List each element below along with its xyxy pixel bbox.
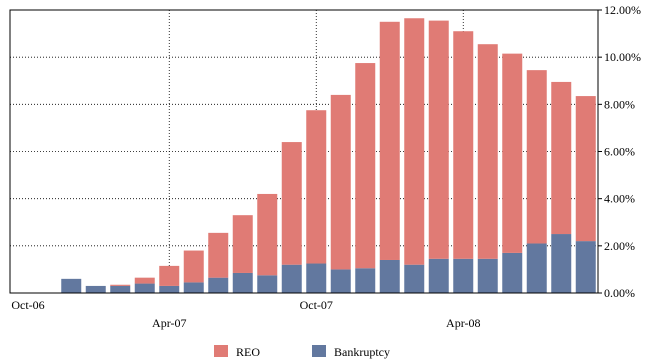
y-tick-label: 8.00% — [604, 97, 635, 111]
bar-bankruptcy-Feb-07 — [110, 285, 131, 293]
bar-bankruptcy-Aug-08 — [551, 234, 572, 293]
legend-label-bankruptcy: Bankruptcy — [334, 345, 390, 359]
bar-reo-Jun-08 — [502, 53, 523, 253]
legend-swatch-reo — [214, 345, 228, 357]
y-tick-label: 4.00% — [604, 192, 635, 206]
bar-bankruptcy-Dec-06 — [61, 278, 82, 293]
bar-reo-Aug-07 — [257, 193, 278, 276]
bars — [61, 18, 596, 293]
y-tick-label: 10.00% — [604, 50, 641, 64]
bar-bankruptcy-Jun-07 — [208, 277, 229, 293]
bar-bankruptcy-Jan-08 — [379, 259, 400, 293]
x-axis-ticks: Oct-06 Apr-07 Oct-07 Apr-08 — [11, 298, 480, 330]
bar-bankruptcy-Oct-07 — [306, 263, 327, 293]
bar-reo-Jul-08 — [526, 70, 547, 244]
bar-reo-Jan-08 — [379, 21, 400, 260]
bar-reo-May-07 — [183, 250, 204, 283]
bar-reo-Oct-07 — [306, 110, 327, 264]
bar-bankruptcy-Apr-08 — [453, 258, 474, 293]
bar-bankruptcy-Jan-07 — [85, 285, 106, 293]
y-tick-label: 12.00% — [604, 3, 641, 17]
bar-reo-Apr-08 — [453, 31, 474, 259]
bar-reo-Sep-07 — [281, 142, 302, 265]
legend: REO Bankruptcy — [214, 345, 390, 359]
bar-reo-Dec-07 — [355, 63, 376, 269]
bar-bankruptcy-Mar-07 — [134, 283, 155, 293]
bar-bankruptcy-Aug-07 — [257, 275, 278, 293]
x-tick-label: Apr-08 — [446, 316, 480, 330]
legend-swatch-bankruptcy — [312, 345, 326, 357]
bar-bankruptcy-Apr-07 — [159, 285, 180, 293]
x-tick-label: Apr-07 — [152, 316, 186, 330]
bar-reo-Jul-07 — [232, 215, 253, 273]
y-tick-label: 0.00% — [604, 286, 635, 300]
bar-bankruptcy-Mar-08 — [428, 258, 449, 293]
y-tick-label: 2.00% — [604, 239, 635, 253]
legend-label-reo: REO — [236, 345, 260, 359]
y-tick-label: 6.00% — [604, 145, 635, 159]
bar-reo-Aug-08 — [551, 81, 572, 235]
bar-reo-Feb-07 — [110, 284, 131, 286]
bar-reo-Mar-08 — [428, 20, 449, 259]
bar-bankruptcy-Jul-08 — [526, 243, 547, 293]
bar-bankruptcy-Dec-07 — [355, 268, 376, 293]
bar-bankruptcy-Jul-07 — [232, 272, 253, 293]
bar-bankruptcy-Sep-07 — [281, 264, 302, 293]
bar-bankruptcy-May-08 — [477, 258, 498, 293]
bar-bankruptcy-May-07 — [183, 282, 204, 293]
y-axis-ticks: 0.00% 2.00% 4.00% 6.00% 8.00% 10.00% 12.00% — [598, 3, 641, 300]
bar-reo-Apr-07 — [159, 265, 180, 286]
bar-bankruptcy-Feb-08 — [404, 264, 425, 293]
bar-reo-May-08 — [477, 44, 498, 259]
bar-bankruptcy-Nov-07 — [330, 269, 351, 293]
bar-reo-Nov-07 — [330, 94, 351, 270]
x-tick-label: Oct-07 — [300, 298, 333, 312]
bar-reo-Mar-07 — [134, 277, 155, 284]
bar-reo-Sep-08 — [575, 96, 596, 242]
bar-reo-Jun-07 — [208, 232, 229, 278]
bar-bankruptcy-Jun-08 — [502, 252, 523, 293]
bar-bankruptcy-Sep-08 — [575, 241, 596, 293]
bar-reo-Feb-08 — [404, 18, 425, 265]
x-tick-label: Oct-06 — [11, 298, 44, 312]
